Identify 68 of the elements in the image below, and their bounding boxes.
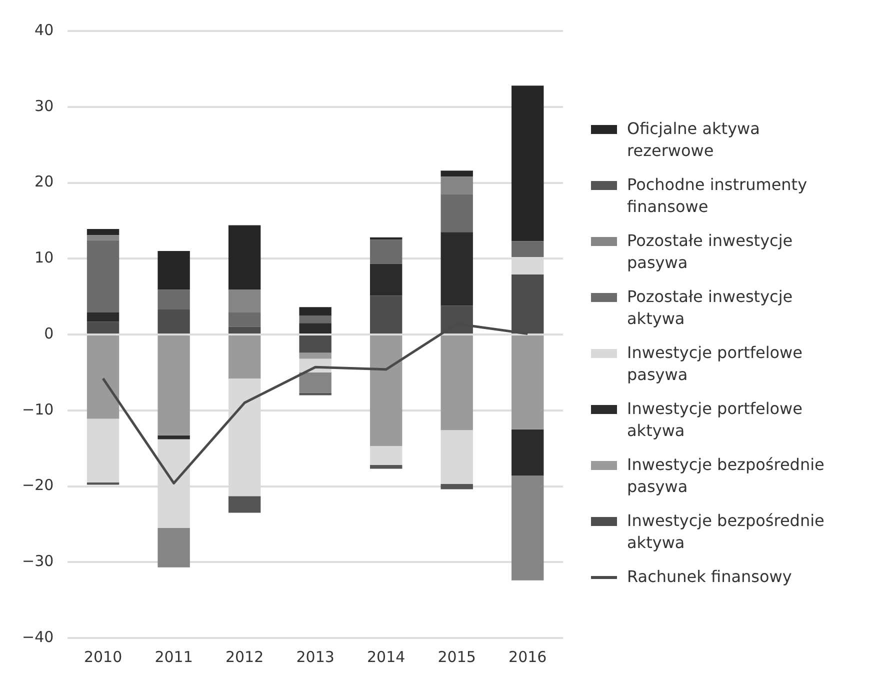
bar <box>86 240 120 312</box>
y-tick-label: 0 <box>44 324 54 342</box>
bar <box>440 484 473 490</box>
bar <box>299 307 332 316</box>
bar <box>228 496 261 513</box>
bar <box>440 336 473 430</box>
bar <box>228 312 261 327</box>
bar <box>86 418 120 482</box>
y-tick-label: 30 <box>34 96 54 115</box>
bar <box>299 372 332 393</box>
legend-label: Pochodne instrumenty finansowe <box>627 174 808 218</box>
y-tick-label: 10 <box>34 248 54 267</box>
bar <box>86 336 120 419</box>
x-tick-label: 2014 <box>366 648 406 666</box>
bar <box>158 435 190 440</box>
bar <box>228 326 261 334</box>
bar <box>512 86 544 242</box>
bar <box>512 241 544 258</box>
bar <box>158 290 190 310</box>
y-tick-label: 40 <box>34 20 54 39</box>
bar <box>299 336 332 353</box>
bar <box>370 336 402 446</box>
legend-label: Pozostałe inwestycje pasywa <box>627 230 794 274</box>
bar <box>299 352 332 359</box>
bar <box>512 476 544 580</box>
x-tick-label: 2013 <box>296 648 334 666</box>
y-tick-label: −20 <box>22 476 54 494</box>
legend-label: Rachunek finansowy <box>627 566 793 588</box>
legend-label: Inwestycje portfelowe pasywa <box>627 342 804 386</box>
bar <box>86 312 120 322</box>
legend-label: Pozostałe inwestycje aktywa <box>627 286 794 330</box>
bar <box>440 170 473 177</box>
bar <box>512 429 544 476</box>
y-tick-label: −30 <box>22 552 54 570</box>
legend-label: Inwestycje bezpośrednie pasywa <box>627 454 826 498</box>
x-tick-label: 2011 <box>154 648 193 666</box>
bar <box>86 322 120 334</box>
bar <box>158 336 190 436</box>
bar <box>440 176 473 194</box>
legend-label: Inwestycje bezpośrednie aktywa <box>627 510 826 554</box>
bar <box>158 309 190 334</box>
bar <box>512 336 544 430</box>
x-tick-label: 2010 <box>84 648 122 666</box>
bar <box>86 229 120 236</box>
bar <box>370 446 402 466</box>
bar <box>370 240 402 264</box>
bar <box>228 336 261 379</box>
x-tick-label: 2015 <box>438 648 476 666</box>
bar <box>299 316 332 324</box>
bar <box>158 528 190 568</box>
bar <box>440 232 473 306</box>
bar <box>86 235 120 240</box>
bar <box>228 290 261 312</box>
y-tick-label: −10 <box>22 400 54 418</box>
y-tick-label: 20 <box>34 172 54 191</box>
bar <box>228 225 261 290</box>
bar <box>370 465 402 469</box>
x-tick-label: 2016 <box>508 648 547 666</box>
bar <box>299 323 332 334</box>
legend-label: Inwestycje portfelowe aktywa <box>627 398 804 442</box>
bar <box>370 264 402 296</box>
bar <box>440 430 473 484</box>
x-tick-label: 2012 <box>225 648 264 666</box>
legend-label: Oficjalne aktywa rezerwowe <box>627 118 761 162</box>
bar <box>440 194 473 232</box>
bar <box>158 251 190 290</box>
bar <box>370 296 402 334</box>
y-tick-label: −40 <box>22 628 54 646</box>
